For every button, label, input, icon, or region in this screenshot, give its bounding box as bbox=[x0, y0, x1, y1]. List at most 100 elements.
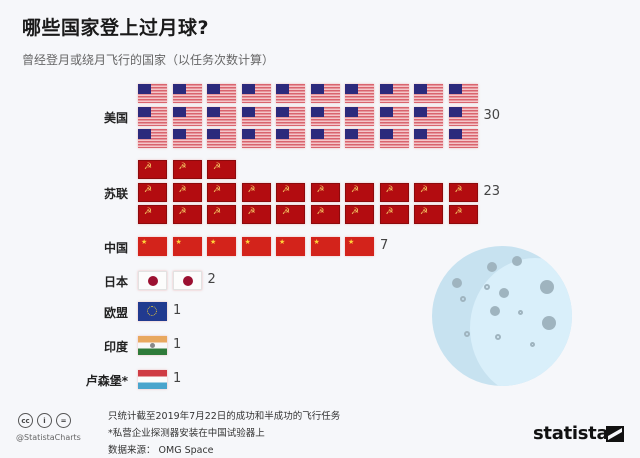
crater-icon bbox=[512, 256, 522, 266]
moon-illustration bbox=[432, 246, 572, 386]
row-count: 2 bbox=[207, 272, 216, 287]
row-label: 日本 bbox=[103, 275, 128, 289]
row-label: 印度 bbox=[103, 340, 128, 354]
crater-icon bbox=[452, 278, 462, 288]
crater-icon bbox=[484, 284, 490, 290]
flag-icon-su bbox=[138, 160, 167, 179]
row-count: 1 bbox=[173, 371, 182, 386]
flag-icon-cn bbox=[345, 237, 374, 256]
row-label: 中国 bbox=[103, 241, 128, 255]
flag-icon-us bbox=[310, 106, 340, 126]
crater-icon bbox=[464, 331, 470, 337]
row-count: 23 bbox=[483, 183, 501, 199]
flag-icon-us bbox=[414, 129, 443, 148]
footnote-date: 只统计截至2019年7月22日的成功和半成功的飞行任务 bbox=[108, 411, 341, 422]
crater-icon bbox=[530, 342, 535, 347]
flag-icon-eu bbox=[138, 302, 167, 321]
flag-icon-su bbox=[241, 205, 271, 224]
flag-icon-us bbox=[379, 129, 409, 148]
row-count: 30 bbox=[483, 107, 501, 123]
flag-icon-jp bbox=[172, 271, 202, 290]
moon-lit-side bbox=[470, 258, 572, 386]
crater-icon bbox=[490, 306, 500, 316]
chart-title: 哪些国家登上过月球? bbox=[22, 17, 210, 39]
row-label: 苏联 bbox=[103, 186, 128, 201]
flag-icon-cn bbox=[138, 237, 167, 256]
flag-icon-us bbox=[207, 106, 236, 126]
flag-icon-us bbox=[138, 84, 167, 103]
social-handle[interactable]: @StatistaCharts bbox=[16, 433, 81, 442]
row-label: 卢森堡* bbox=[85, 374, 128, 388]
flag-icon-su bbox=[241, 182, 271, 202]
flag-icon-su bbox=[276, 205, 305, 224]
flag-icon-us bbox=[310, 84, 340, 103]
attribution-icon: i bbox=[37, 413, 52, 428]
flag-icon-us bbox=[414, 106, 443, 126]
flag-icon-su bbox=[172, 160, 202, 179]
cc-icon: cc bbox=[18, 413, 33, 428]
footnote-private: *私营企业探测器安装在中国试验器上 bbox=[108, 428, 265, 439]
flag-icon-su bbox=[138, 205, 167, 224]
row-label: 欧盟 bbox=[103, 306, 128, 320]
crater-icon bbox=[499, 288, 509, 298]
flag-icon-us bbox=[207, 84, 236, 103]
crater-icon bbox=[542, 316, 556, 330]
flag-icon-us bbox=[241, 84, 271, 103]
flag-icon-us bbox=[345, 106, 374, 126]
flag-icon-us bbox=[172, 84, 202, 103]
crater-icon bbox=[495, 334, 501, 340]
flag-icon-us bbox=[207, 129, 236, 148]
flag-icon-su bbox=[138, 182, 167, 202]
flag-icon-su bbox=[207, 205, 236, 224]
flag-icon-su bbox=[345, 205, 374, 224]
flag-icon-su bbox=[448, 182, 478, 202]
flag-icon-su bbox=[414, 182, 443, 202]
flag-icon-us bbox=[448, 129, 478, 148]
crater-icon bbox=[540, 280, 554, 294]
flag-icon-us bbox=[172, 129, 202, 148]
flag-icon-us bbox=[345, 129, 374, 148]
row-count: 1 bbox=[173, 337, 182, 352]
flag-icon-us bbox=[172, 106, 202, 126]
flag-icon-su bbox=[172, 205, 202, 224]
row-label: 美国 bbox=[103, 110, 128, 125]
flag-icon-us bbox=[379, 84, 409, 103]
flag-icon-us bbox=[138, 106, 167, 126]
flag-icon-us bbox=[345, 84, 374, 103]
flag-icon-su bbox=[379, 182, 409, 202]
flag-icon-jp bbox=[138, 271, 167, 290]
flag-icon-su bbox=[276, 182, 305, 202]
flag-icon-cn bbox=[207, 237, 236, 256]
statista-logo[interactable]: statista bbox=[533, 423, 609, 444]
flag-icon-us bbox=[448, 106, 478, 126]
chart-subtitle: 曾经登月或绕月飞行的国家（以任务次数计算） bbox=[22, 53, 275, 67]
flag-icon-su bbox=[379, 205, 409, 224]
flag-icon-lu bbox=[138, 370, 167, 389]
flag-icon-cn bbox=[276, 237, 305, 256]
flag-icon-su bbox=[172, 182, 202, 202]
flag-icon-us bbox=[310, 129, 340, 148]
flag-icon-su bbox=[207, 160, 236, 179]
flag-icon-us bbox=[138, 129, 167, 148]
license-icons[interactable]: cc i = bbox=[18, 413, 71, 428]
flag-icon-us bbox=[379, 106, 409, 126]
flag-icon-us bbox=[414, 84, 443, 103]
no-derivatives-icon: = bbox=[56, 413, 71, 428]
flag-icon-su bbox=[310, 182, 340, 202]
row-count: 7 bbox=[380, 238, 389, 253]
crater-icon bbox=[460, 296, 466, 302]
row-count: 1 bbox=[173, 303, 182, 318]
flag-icon-cn bbox=[241, 237, 271, 256]
flag-icon-cn bbox=[172, 237, 202, 256]
flag-icon-us bbox=[241, 106, 271, 126]
flag-icon-us bbox=[241, 129, 271, 148]
flag-icon-su bbox=[207, 182, 236, 202]
crater-icon bbox=[518, 310, 523, 315]
flag-icon-in bbox=[138, 336, 167, 355]
flag-icon-us bbox=[276, 106, 305, 126]
flag-icon-su bbox=[310, 205, 340, 224]
statista-logo-icon bbox=[606, 426, 624, 442]
flag-icon-su bbox=[448, 205, 478, 224]
flag-icon-su bbox=[345, 182, 374, 202]
flag-icon-cn bbox=[310, 237, 340, 256]
